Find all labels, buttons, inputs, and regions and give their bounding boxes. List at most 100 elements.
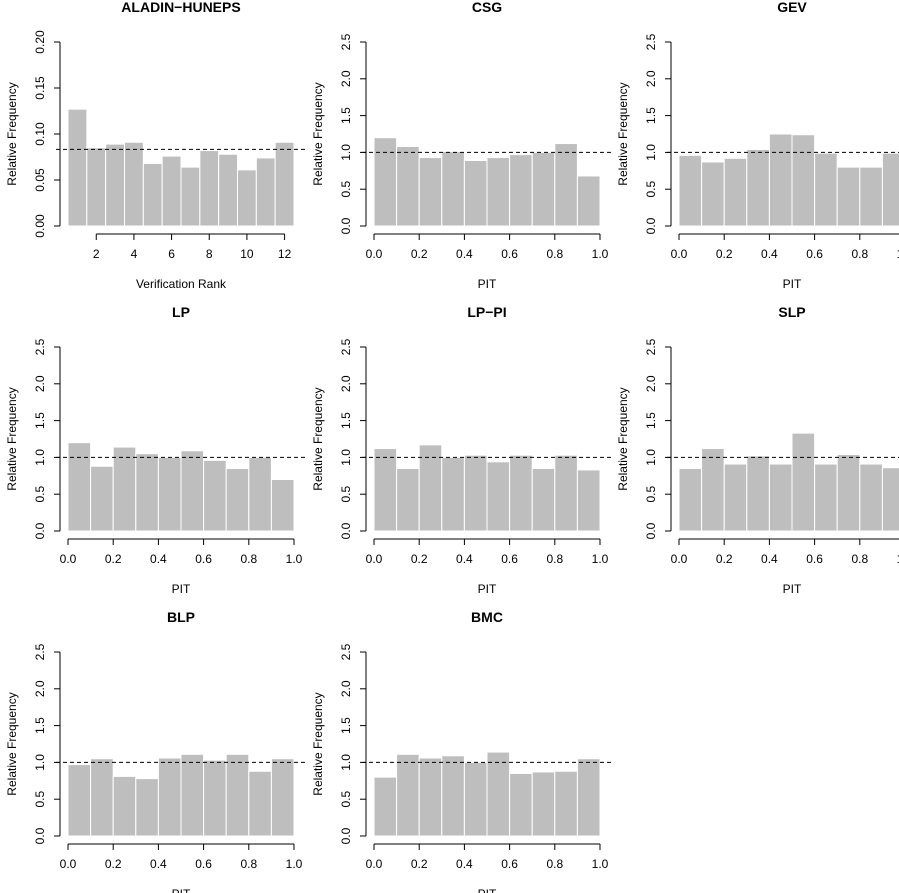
chart-4-x-axis: 0.0 0.2 0.4 0.6 0.8 1.0 PIT	[60, 538, 303, 596]
chart-8-x-tick-label-2: 0.2	[411, 857, 428, 871]
chart-2-x-tick-label-6: 1.0	[592, 247, 609, 261]
chart-3-bar-2	[701, 161, 725, 227]
chart-5-bar-3	[418, 444, 443, 532]
chart-3-y-axis-label: Relative Frequency	[616, 82, 630, 185]
chart-1-y-tick-label-5: 0.20	[33, 30, 47, 54]
chart-2-bar-2	[396, 146, 420, 227]
chart-4-bars	[67, 442, 295, 532]
chart-6-y-axis: 0.0 0.5 1.0 1.5 2.0 2.5 Relative Frequency	[616, 338, 672, 539]
chart-8-bar-7	[509, 772, 533, 837]
chart-3-x-tick-label-2: 0.2	[716, 247, 733, 261]
chart-7-bars	[67, 753, 295, 837]
chart-6-x-tick-label-6: 1.0	[897, 552, 899, 566]
chart-8-bars	[373, 751, 601, 837]
chart-7-bar-8	[225, 753, 250, 837]
chart-3-bar-6	[791, 134, 816, 227]
chart-1-bar-3	[105, 143, 125, 227]
chart-6-bar-4	[746, 455, 770, 532]
chart-2-x-tick-label-4: 0.6	[501, 247, 518, 261]
chart-8-bar-4	[441, 755, 465, 837]
chart-1-bar-4	[124, 141, 144, 227]
chart-1-bar-7	[180, 166, 201, 227]
chart-1-y-tick-label-3: 0.10	[33, 122, 47, 146]
chart-4-x-tick-label-5: 0.8	[240, 552, 257, 566]
chart-1-bar-5	[142, 162, 163, 227]
chart-5-bar-10	[576, 469, 601, 532]
chart-5-x-tick-label-3: 0.4	[456, 552, 473, 566]
chart-3-y-tick-label-1: 0.0	[644, 217, 658, 234]
chart-7-bar-4	[135, 778, 159, 837]
chart-5-y-tick-label-1: 0.0	[339, 522, 353, 539]
chart-2-y-tick-label-4: 1.5	[339, 107, 353, 124]
chart-3-x-axis: 0.0 0.2 0.4 0.6 0.8 1.0 PIT	[671, 233, 899, 291]
chart-6-x-tick-label-1: 0.0	[671, 552, 688, 566]
chart-1-x-tick-label-4: 8	[206, 247, 213, 261]
chart-8-bar-3	[418, 757, 443, 837]
chart-7-bar-3	[112, 775, 137, 837]
chart-4-x-axis-label: PIT	[172, 582, 191, 596]
chart-8-y-tick-label-4: 1.5	[339, 717, 353, 734]
chart-3-y-tick-label-4: 1.5	[644, 107, 658, 124]
chart-4-y-tick-label-2: 0.5	[33, 486, 47, 503]
chart-6-bar-8	[836, 453, 861, 532]
chart-8-x-tick-label-6: 1.0	[592, 857, 609, 871]
chart-2-bars	[373, 137, 601, 227]
chart-5-bar-5	[463, 454, 488, 532]
chart-5-bar-1	[373, 448, 398, 532]
chart-7-y-tick-label-2: 0.5	[33, 791, 47, 808]
chart-4-bar-7	[203, 459, 227, 532]
chart-2-bar-3	[418, 157, 443, 227]
chart-7-bar-6	[180, 753, 205, 837]
chart-6-x-tick-label-3: 0.4	[761, 552, 778, 566]
chart-5-y-tick-label-6: 2.5	[339, 338, 353, 355]
chart-4-bar-2	[90, 465, 114, 532]
chart-5-bar-2	[396, 467, 420, 532]
chart-7-y-tick-label-6: 2.5	[33, 643, 47, 660]
chart-6-bar-2	[701, 448, 725, 532]
chart-6-y-tick-label-3: 1.0	[644, 449, 658, 466]
chart-4-bar-4	[135, 453, 159, 532]
chart-3-y-tick-label-6: 2.5	[644, 33, 658, 50]
chart-4-x-tick-label-6: 1.0	[286, 552, 303, 566]
chart-2-bar-4	[441, 151, 465, 227]
chart-7-title: BLP	[167, 609, 195, 625]
chart-4-bar-3	[112, 446, 137, 532]
chart-7-x-tick-label-3: 0.4	[150, 857, 167, 871]
chart-1-bar-9	[218, 153, 239, 227]
chart-7-x-axis: 0.0 0.2 0.4 0.6 0.8 1.0 PIT	[60, 843, 303, 893]
chart-7-x-tick-label-6: 1.0	[286, 857, 303, 871]
chart-1-bar-1	[67, 108, 88, 227]
chart-3-x-tick-label-6: 1.0	[897, 247, 899, 261]
chart-7-y-tick-label-1: 0.0	[33, 827, 47, 844]
chart-3-bar-1	[678, 154, 703, 227]
chart-8-y-tick-label-1: 0.0	[339, 827, 353, 844]
chart-7-x-tick-label-2: 0.2	[105, 857, 122, 871]
chart-5-x-axis: 0.0 0.2 0.4 0.6 0.8 1.0 PIT	[366, 538, 609, 596]
chart-1-x-tick-label-6: 12	[278, 247, 292, 261]
chart-7-x-tick-label-1: 0.0	[60, 857, 77, 871]
chart-2-bar-9	[554, 143, 578, 227]
chart-3-x-tick-label-1: 0.0	[671, 247, 688, 261]
chart-6-x-tick-label-4: 0.6	[806, 552, 823, 566]
chart-6-title: SLP	[778, 304, 805, 320]
chart-5-title: LP−PI	[467, 304, 506, 320]
chart-2-title: CSG	[472, 0, 502, 15]
chart-3-bar-4	[746, 148, 770, 227]
chart-4-y-tick-label-6: 2.5	[33, 338, 47, 355]
chart-5-bar-8	[531, 467, 556, 532]
chart-1: ALADIN−HUNEPS 0.00 0.05 0.10 0.15 0.20 Relativ…	[5, 0, 308, 291]
chart-3-x-tick-label-3: 0.4	[761, 247, 778, 261]
chart-8-y-tick-label-3: 1.0	[339, 754, 353, 771]
chart-2-y-axis-label: Relative Frequency	[311, 82, 325, 185]
chart-8-x-tick-label-1: 0.0	[366, 857, 383, 871]
chart-2-y-tick-label-5: 2.0	[339, 70, 353, 87]
chart-3-y-axis: 0.0 0.5 1.0 1.5 2.0 2.5 Relative Frequency	[616, 33, 672, 234]
chart-4-x-tick-label-3: 0.4	[150, 552, 167, 566]
chart-4-y-tick-label-1: 0.0	[33, 522, 47, 539]
chart-6-bar-9	[859, 463, 883, 532]
chart-2-y-tick-label-6: 2.5	[339, 33, 353, 50]
chart-1-y-tick-label-4: 0.15	[33, 76, 47, 100]
chart-8-x-tick-label-4: 0.6	[501, 857, 518, 871]
